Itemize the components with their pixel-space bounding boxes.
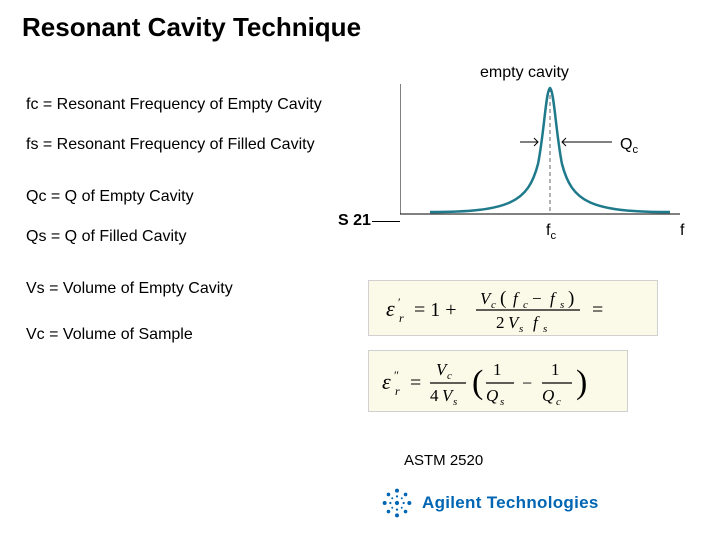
svg-text:1: 1 — [493, 360, 502, 379]
def-vs: Vs = Volume of Empty Cavity — [26, 280, 233, 298]
brand-name: Agilent Technologies — [422, 493, 599, 513]
resonance-chart — [400, 84, 680, 222]
svg-text:f: f — [550, 289, 557, 308]
def-vc: Vc = Volume of Sample — [26, 326, 193, 344]
svg-text:= 1 +: = 1 + — [414, 299, 457, 321]
svg-text:″: ″ — [394, 368, 399, 382]
svg-text:1: 1 — [551, 360, 560, 379]
svg-text:s: s — [543, 323, 547, 332]
spark-icon — [378, 484, 416, 522]
chart-top-label: empty cavity — [480, 64, 569, 82]
svg-text:−: − — [522, 373, 532, 393]
svg-text:f: f — [513, 289, 520, 308]
s21-leader-line — [372, 221, 400, 222]
page-title: Resonant Cavity Technique — [22, 12, 361, 43]
svg-text:c: c — [491, 299, 496, 311]
svg-text:c: c — [523, 299, 528, 311]
svg-text:Q: Q — [486, 386, 498, 405]
chart-fc-label: fc — [546, 222, 556, 242]
svg-text:(: ( — [500, 288, 506, 309]
chart-f-label: f — [680, 222, 684, 240]
svg-text:Q: Q — [542, 386, 554, 405]
svg-text:s: s — [453, 396, 457, 408]
svg-text:(: ( — [472, 364, 483, 401]
svg-text:s: s — [560, 299, 564, 311]
equation-epsilon-prime: ε ′ r = 1 + V c ( f c − f s ) 2 V s f s … — [368, 280, 658, 336]
svg-text:4: 4 — [430, 386, 439, 405]
def-qc: Qc = Q of Empty Cavity — [26, 188, 194, 206]
svg-text:ε: ε — [382, 369, 391, 394]
svg-text:2: 2 — [496, 313, 505, 332]
svg-text:′: ′ — [398, 295, 401, 309]
svg-text:ε: ε — [386, 296, 395, 321]
equation-epsilon-double-prime: ε ″ r = V c 4 V s ( 1 Q s − 1 Q c ) — [368, 350, 628, 412]
svg-text:=: = — [410, 372, 421, 394]
svg-text:=: = — [592, 299, 603, 321]
svg-text:r: r — [395, 384, 400, 398]
svg-text:): ) — [576, 364, 587, 401]
chart-y-label: S 21 — [338, 212, 371, 230]
def-qs: Qs = Q of Filled Cavity — [26, 228, 187, 246]
svg-text:): ) — [568, 288, 574, 309]
svg-text:c: c — [556, 396, 561, 408]
svg-text:f: f — [533, 313, 540, 332]
brand-logo: Agilent Technologies — [378, 484, 599, 522]
astm-label: ASTM 2520 — [404, 452, 483, 469]
def-fc: fc = Resonant Frequency of Empty Cavity — [26, 96, 322, 114]
svg-text:−: − — [532, 289, 542, 308]
svg-text:s: s — [500, 396, 504, 408]
svg-text:c: c — [447, 370, 452, 382]
svg-text:s: s — [519, 323, 523, 332]
svg-text:r: r — [399, 311, 404, 325]
def-fs: fs = Resonant Frequency of Filled Cavity — [26, 136, 315, 154]
